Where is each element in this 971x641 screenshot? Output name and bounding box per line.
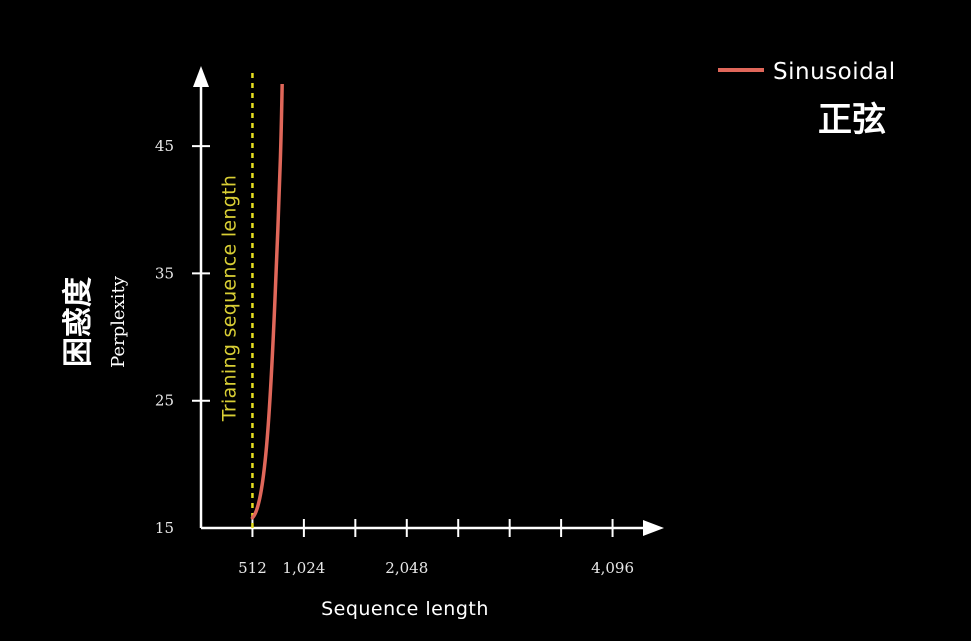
- x-tick-label: 512: [238, 559, 267, 577]
- training-length-label: Trianing sequence length: [218, 175, 240, 422]
- legend: Sinusoidal 正弦: [718, 59, 896, 140]
- y-tick-label: 35: [155, 264, 174, 282]
- series-line-sinusoidal: [250, 84, 284, 520]
- x-tick-label: 2,048: [385, 559, 428, 577]
- x-axis-ticks: 512 1,024 2,048 4,096: [238, 519, 634, 577]
- y-tick-label: 45: [155, 137, 174, 155]
- x-axis-arrow-icon: [643, 520, 664, 536]
- legend-label-sinusoidal-cn: 正弦: [818, 100, 886, 140]
- y-tick-label: 15: [155, 519, 174, 537]
- x-tick-label: 1,024: [282, 559, 325, 577]
- y-axis-title: Perplexity: [108, 275, 129, 368]
- y-axis-arrow-icon: [193, 66, 209, 87]
- x-axis-title: Sequence length: [321, 598, 489, 620]
- legend-label-sinusoidal: Sinusoidal: [773, 59, 896, 85]
- x-tick-label: 4,096: [591, 559, 634, 577]
- series-group: [250, 84, 284, 520]
- axes: [193, 66, 664, 536]
- y-axis-ticks: 15 25 35 45: [155, 137, 210, 537]
- y-axis-title-cn: 困惑度: [61, 277, 96, 367]
- y-tick-label: 25: [155, 392, 174, 410]
